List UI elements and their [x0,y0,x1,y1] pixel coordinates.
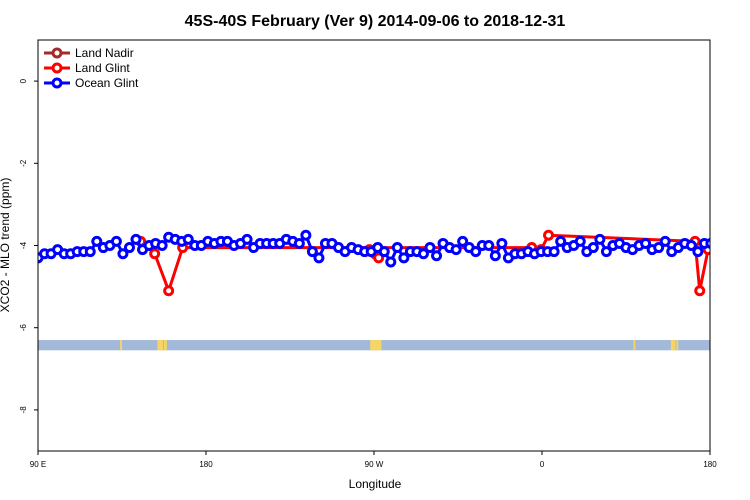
data-point-ocean-glint [398,252,410,264]
legend-label-land-glint: Land Glint [75,61,130,75]
data-point-ocean-glint [378,246,390,258]
surface-land-span [157,340,164,351]
y-tick-label: -2 [19,159,28,167]
x-tick-label: 180 [199,460,213,469]
legend-label-ocean-glint: Ocean Glint [75,76,139,90]
surface-land-span [370,340,382,351]
data-point-ocean-glint [424,242,436,254]
data-point-ocean-glint [548,246,560,258]
x-tick-label: 90 E [30,460,46,469]
plot-frame [37,39,711,452]
data-point-land-glint [163,285,175,297]
data-point-ocean-glint [483,240,495,251]
x-tick-label: 90 W [365,460,384,469]
data-point-ocean-glint [123,242,135,254]
data-point-ocean-glint [574,235,586,247]
data-point-ocean-glint [300,229,312,241]
data-point-ocean-glint [391,242,403,254]
data-point-ocean-glint [91,235,103,247]
data-point-ocean-glint [555,235,567,247]
data-point-ocean-glint [313,252,325,264]
surface-land-span [164,340,167,351]
data-point-ocean-glint [117,248,129,260]
surface-land-span [670,340,676,351]
data-point-ocean-glint [600,246,612,258]
chart-title: 45S-40S February (Ver 9) 2014-09-06 to 2… [185,13,566,30]
data-point-ocean-glint [431,250,443,262]
legend-marker-land-glint [51,62,63,74]
x-tick-label: 180 [703,460,717,469]
y-tick-label: -4 [19,241,28,249]
surface-land-span [633,340,636,351]
data-point-ocean-glint [110,235,122,247]
axes: 0 -2 -4 -6 -8 90 E 180 90 W 0 180 [19,78,717,469]
surface-land-span [120,340,122,351]
data-point-land-glint [543,229,555,241]
data-point-ocean-glint [587,242,599,254]
data-point-ocean-glint [457,235,469,247]
data-point-land-glint [709,242,710,249]
surface-type-bar [38,340,710,351]
data-point-land-glint [149,248,161,260]
data-point-ocean-glint [640,237,652,249]
x-axis-label: Longitude [349,477,402,491]
data-point-ocean-glint [692,246,704,258]
data-point-ocean-glint [241,233,253,245]
data-point-ocean-glint [417,248,429,260]
legend: Land Nadir Land Glint Ocean Glint [44,46,139,90]
data-point-ocean-glint [594,233,606,245]
surface-land-span [676,340,679,351]
y-tick-label: 0 [19,78,28,83]
data-point-ocean-glint [182,233,194,245]
data-point-ocean-glint [659,235,671,247]
data-point-ocean-glint [653,242,665,254]
data-point-ocean-glint [470,246,482,258]
x-tick-label: 0 [540,460,545,469]
legend-label-land-nadir: Land Nadir [75,46,134,60]
legend-marker-ocean-glint [51,77,63,89]
data-series [38,229,710,297]
data-point-land-glint [373,252,385,264]
data-point-ocean-glint [84,246,96,258]
y-axis-label: XCO2 - MLO trend (ppm) [0,178,12,313]
data-point-ocean-glint [685,240,697,251]
data-point-ocean-glint [489,250,501,262]
data-point-ocean-glint [293,237,305,249]
data-point-ocean-glint [450,244,462,256]
y-tick-label: -6 [19,324,28,332]
legend-marker-land-nadir [51,47,63,59]
data-point-ocean-glint [130,233,142,245]
data-point-ocean-glint [705,238,710,249]
series-group [38,229,710,297]
data-point-land-glint [694,285,706,297]
data-point-ocean-glint [156,240,168,251]
data-point-ocean-glint [306,246,318,258]
data-point-ocean-glint [385,256,397,268]
y-tick-label: -8 [19,406,28,414]
data-point-ocean-glint [496,237,508,249]
